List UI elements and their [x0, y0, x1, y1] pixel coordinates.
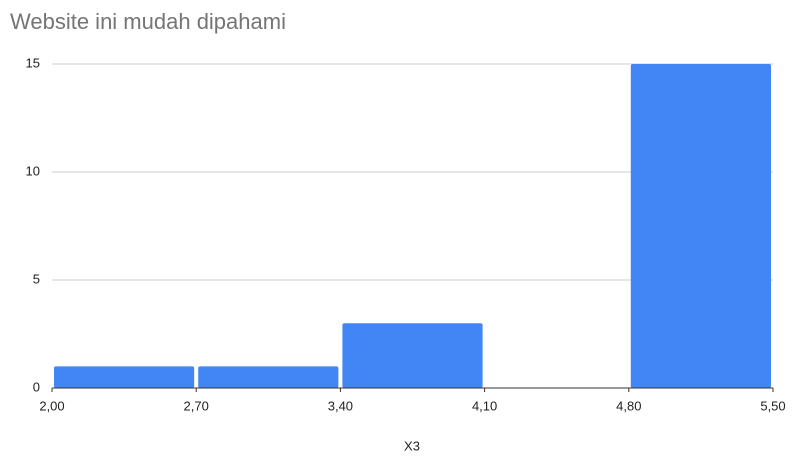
x-tick-label: 4,10 [472, 398, 497, 413]
bar [54, 366, 195, 388]
bar [630, 64, 771, 388]
chart-title: Website ini mudah dipahami [10, 9, 286, 34]
y-tick-label: 15 [26, 55, 40, 70]
x-axis-label: X3 [404, 438, 420, 453]
x-tick-label: 2,70 [184, 398, 209, 413]
x-tick-label: 5,50 [760, 398, 785, 413]
x-tick-label: 2,00 [39, 398, 64, 413]
bar [342, 323, 483, 388]
bar [198, 366, 339, 388]
x-tick-label: 4,80 [616, 398, 641, 413]
y-tick-label: 10 [26, 163, 40, 178]
x-tick-label: 3,40 [328, 398, 353, 413]
y-tick-label: 5 [33, 271, 40, 286]
y-tick-label: 0 [33, 379, 40, 394]
